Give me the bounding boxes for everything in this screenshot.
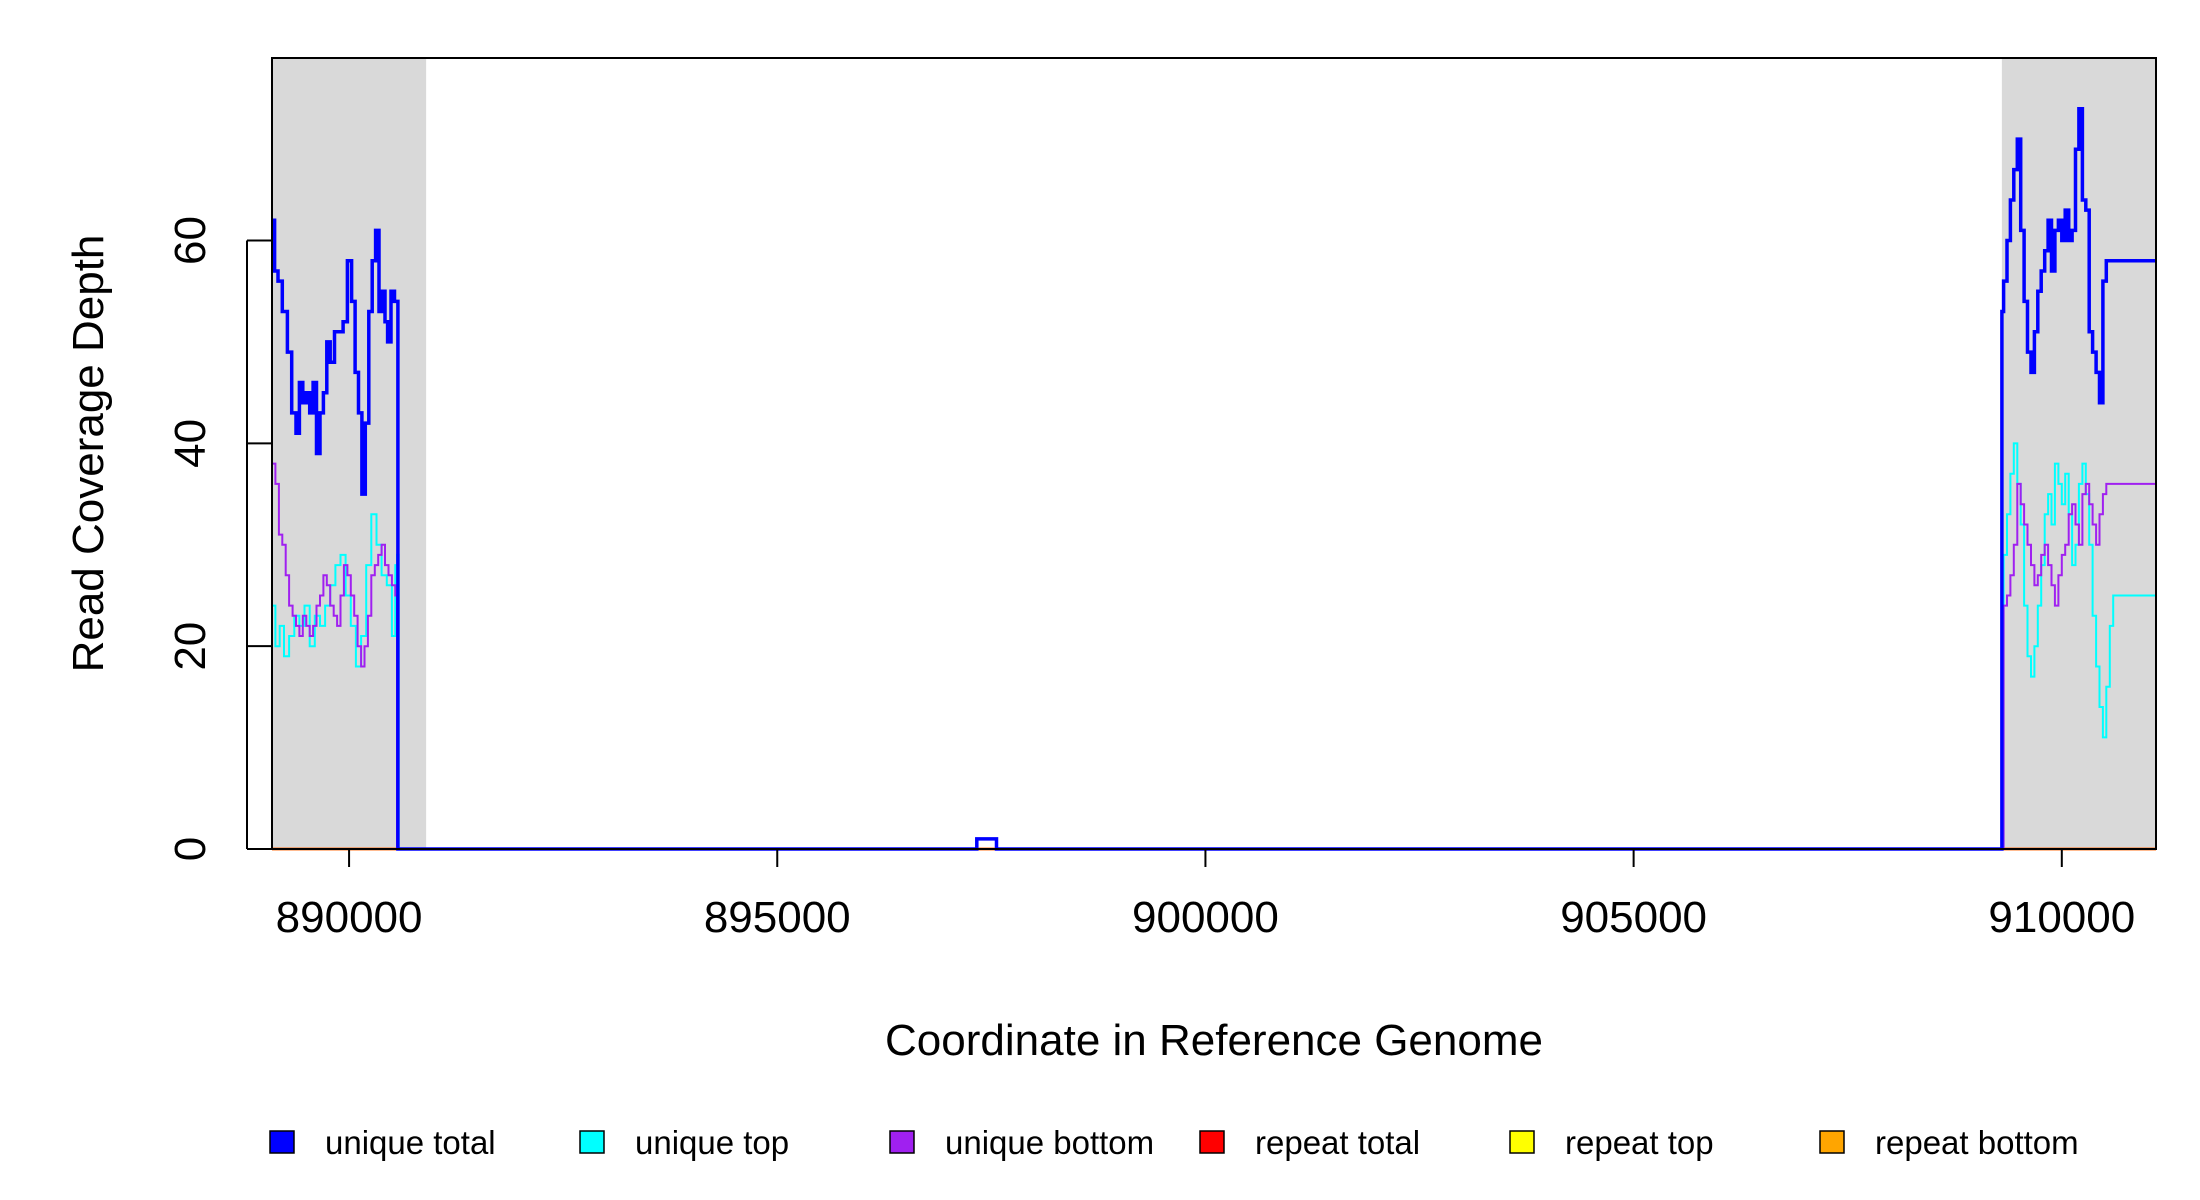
x-axis-title: Coordinate in Reference Genome [885, 1016, 1543, 1065]
legend-label-unique-bottom: unique bottom [945, 1124, 1154, 1161]
legend-swatch-repeat-top [1509, 1130, 1535, 1154]
y-axis: 0 20 40 60 [166, 216, 272, 861]
x-tick-label-4: 910000 [1988, 893, 2135, 942]
series-line-unique-top [272, 442, 2156, 850]
y-tick-label-2: 40 [166, 419, 215, 468]
legend-label-unique-top: unique top [635, 1124, 789, 1161]
legend-swatch-unique-bottom [889, 1130, 915, 1154]
legend-swatch-unique-top [579, 1130, 605, 1154]
x-tick-label-1: 895000 [704, 893, 851, 942]
x-axis: 890000 895000 900000 905000 910000 [276, 849, 2135, 942]
x-tick-label-2: 900000 [1132, 893, 1279, 942]
legend-swatch-repeat-bottom [1819, 1130, 1845, 1154]
legend: unique total unique top unique bottom repea… [269, 1124, 2079, 1161]
shaded-region-1 [272, 58, 427, 849]
legend-swatch-unique-total [269, 1130, 295, 1154]
y-axis-title: Read Coverage Depth [64, 235, 113, 673]
shaded-regions [272, 58, 2156, 849]
x-tick-label-3: 905000 [1560, 893, 1707, 942]
legend-label-repeat-bottom: repeat bottom [1875, 1124, 2079, 1161]
x-tick-label-0: 890000 [276, 893, 423, 942]
y-tick-label-3: 60 [166, 216, 215, 265]
y-tick-label-0: 0 [166, 837, 215, 861]
y-tick-label-1: 20 [166, 622, 215, 671]
shaded-region-2 [2001, 58, 2156, 849]
legend-label-unique-total: unique total [325, 1124, 496, 1161]
legend-swatch-repeat-total [1199, 1130, 1225, 1154]
legend-label-repeat-total: repeat total [1255, 1124, 1420, 1161]
legend-label-repeat-top: repeat top [1565, 1124, 1714, 1161]
plot-frame [271, 57, 2157, 850]
